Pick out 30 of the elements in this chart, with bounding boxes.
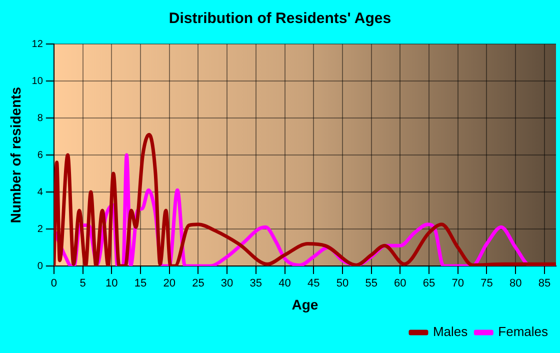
chart-title: Distribution of Residents' Ages: [168, 10, 392, 28]
legend-label: Males: [432, 324, 468, 340]
x-tick-label: 60: [394, 278, 406, 290]
y-tick-label: 6: [37, 150, 44, 161]
x-tick-label: 70: [452, 278, 464, 290]
x-tick-label: 20: [163, 278, 176, 290]
x-tick-label: 40: [278, 278, 291, 290]
x-tick-label: 50: [336, 278, 349, 290]
x-tick-label: 45: [307, 278, 320, 290]
legend-label: Females: [498, 324, 548, 340]
y-tick-label: 10: [32, 76, 44, 87]
x-axis-title: Age: [292, 296, 318, 312]
y-axis-title: Number of residents: [7, 86, 24, 224]
x-tick-label: 80: [509, 278, 522, 290]
x-tick-label: 10: [106, 278, 118, 290]
x-tick-label: 65: [422, 278, 436, 290]
y-tick-label: 2: [37, 224, 44, 235]
x-tick-label: 15: [134, 278, 147, 290]
y-tick-label: 0: [37, 260, 44, 272]
x-tick-label: 55: [365, 278, 378, 290]
x-tick-label: 30: [220, 278, 234, 290]
x-tick-label: 25: [192, 278, 204, 290]
x-tick-label: 85: [538, 278, 551, 290]
y-tick-label: 4: [37, 186, 44, 198]
x-tick-label: 75: [480, 278, 493, 290]
x-tick-label: 5: [80, 278, 86, 290]
x-tick-label: 35: [250, 278, 262, 290]
y-tick-label: 8: [37, 112, 44, 124]
x-tick-label: 0: [50, 278, 57, 290]
y-tick-label: 12: [32, 38, 44, 50]
